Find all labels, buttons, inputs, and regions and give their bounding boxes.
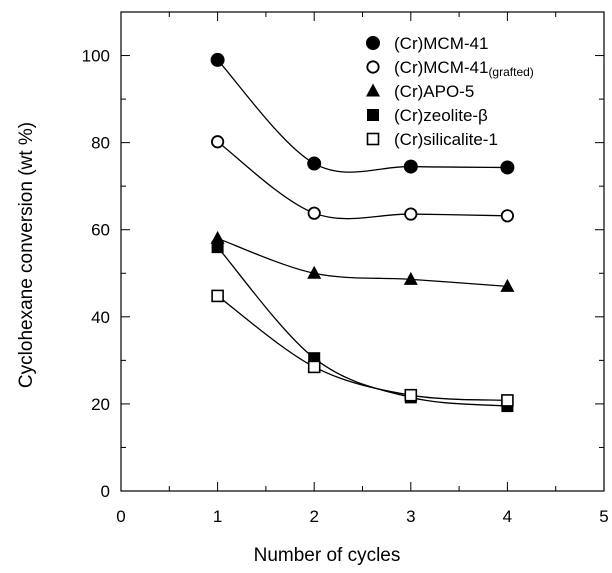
legend-label-2: (Cr)APO-5	[394, 82, 474, 101]
data-point-series-1	[404, 207, 418, 221]
data-point-series-0	[307, 156, 322, 171]
y-tick-label: 100	[82, 47, 110, 66]
data-point-series-0	[403, 159, 418, 174]
data-point-series-2	[307, 265, 322, 279]
x-tick-label: 5	[599, 507, 608, 526]
data-point-series-2	[500, 278, 515, 292]
y-tick-label: 40	[91, 308, 110, 327]
y-tick-label: 20	[91, 395, 110, 414]
data-point-series-4	[307, 360, 321, 374]
y-tick-label: 0	[101, 482, 110, 501]
data-point-series-1	[500, 209, 514, 223]
series-curve-2	[217, 237, 508, 287]
data-point-series-1	[307, 206, 321, 220]
series-curve-1	[217, 141, 508, 220]
y-axis-title: Cyclohexane conversion (wt %)	[16, 122, 37, 388]
series-curve-3	[217, 246, 508, 407]
legend-label-1: (Cr)MCM-41(grafted)	[394, 58, 534, 79]
plot-frame	[120, 11, 605, 492]
x-axis-title: Number of cycles	[254, 545, 401, 566]
legend-label-0: (Cr)MCM-41	[394, 34, 488, 53]
x-tick-label: 1	[213, 507, 222, 526]
series-curve-4	[217, 295, 508, 402]
data-point-series-2	[403, 271, 418, 285]
legend-label-3: (Cr)zeolite-β	[394, 106, 488, 125]
legend-label-sub-1: (grafted)	[488, 65, 533, 79]
y-tick-label: 80	[91, 134, 110, 153]
data-point-series-3	[211, 241, 224, 254]
legend-marker-4	[366, 132, 380, 146]
x-tick-label: 3	[406, 507, 415, 526]
y-tick-label: 60	[91, 221, 110, 240]
data-point-series-0	[500, 160, 515, 175]
legend-marker-1	[366, 60, 380, 74]
data-point-series-1	[211, 135, 225, 149]
data-point-series-0	[210, 52, 225, 67]
x-tick-label: 0	[116, 507, 125, 526]
data-point-series-4	[501, 394, 514, 407]
data-point-series-4	[404, 388, 418, 402]
legend-label-4: (Cr)silicalite-1	[394, 130, 498, 149]
data-point-series-4	[211, 289, 224, 303]
legend-marker-2	[366, 83, 380, 97]
x-tick-label: 2	[309, 507, 318, 526]
x-tick-label: 4	[503, 507, 512, 526]
series-curve-0	[217, 59, 508, 173]
data-point-series-2	[210, 230, 225, 244]
legend-marker-0	[366, 36, 380, 50]
legend-marker-3	[367, 109, 379, 121]
